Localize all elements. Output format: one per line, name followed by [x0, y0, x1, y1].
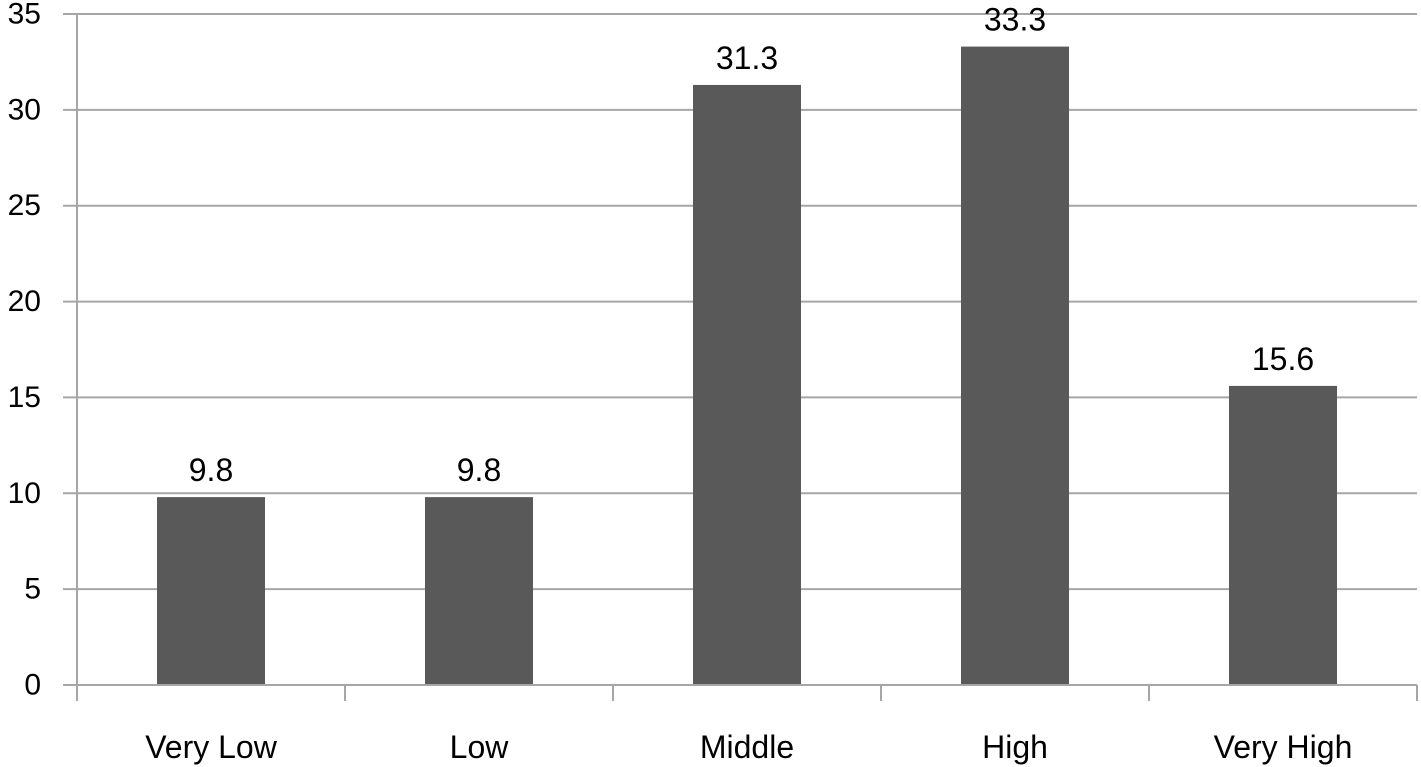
bar	[157, 497, 265, 685]
y-tick-label: 30	[8, 93, 41, 126]
data-label: 9.8	[457, 452, 501, 488]
data-labels: 9.8 9.8 31.3 33.3 15.6	[189, 2, 1314, 489]
x-category-label: Middle	[700, 729, 794, 765]
bar	[425, 497, 533, 685]
x-category-label: Low	[450, 729, 510, 765]
x-category-label: High	[982, 729, 1048, 765]
bar	[961, 46, 1069, 685]
data-label: 15.6	[1252, 341, 1314, 377]
x-category-label: Very Low	[145, 729, 278, 765]
y-tick-label: 20	[8, 285, 41, 318]
y-tick-label: 10	[8, 477, 41, 510]
y-tick-label: 25	[8, 189, 41, 222]
bars	[157, 46, 1337, 686]
data-label: 31.3	[716, 40, 778, 76]
y-axis-tick-labels: 0 5 10 15 20 25 30 35	[8, 0, 41, 702]
y-tick-label: 0	[24, 669, 41, 702]
data-label: 33.3	[984, 2, 1046, 38]
x-axis-category-labels: Very Low Low Middle High Very High	[145, 729, 1352, 765]
bar	[1229, 385, 1337, 685]
bar	[693, 84, 801, 686]
y-tick-label: 35	[8, 0, 41, 31]
y-tick-label: 15	[8, 381, 41, 414]
x-category-label: Very High	[1214, 729, 1353, 765]
x-axis	[63, 14, 1418, 701]
data-label: 9.8	[189, 452, 233, 488]
y-tick-label: 5	[24, 573, 41, 606]
